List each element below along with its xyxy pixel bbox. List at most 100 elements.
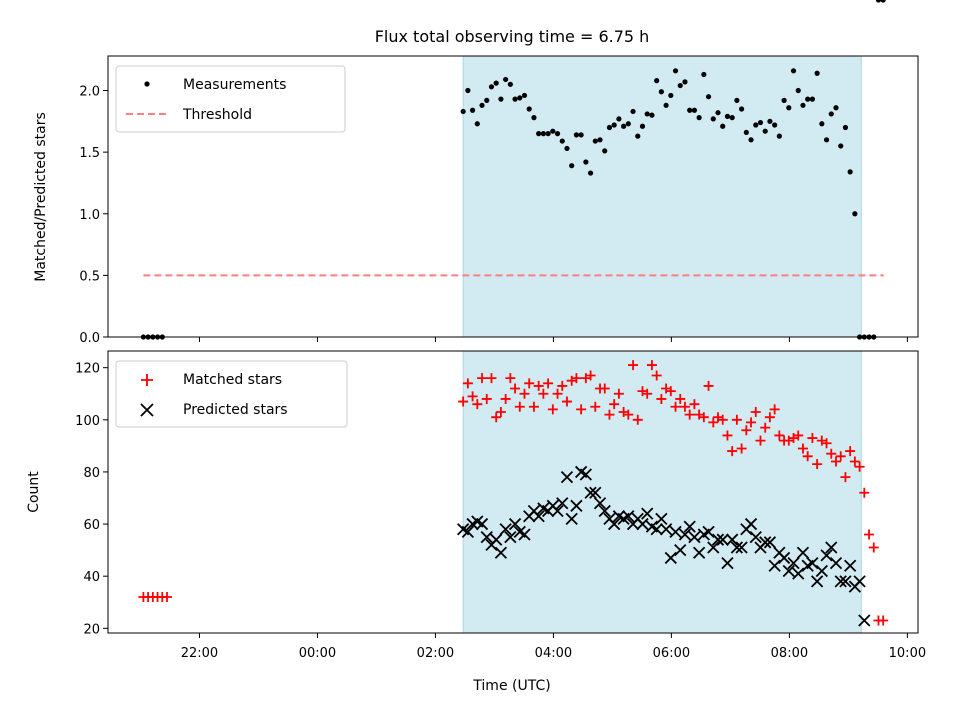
matched-star-point — [599, 383, 610, 394]
matched-star-point — [864, 529, 875, 540]
x-axis-label: Time (UTC) — [472, 678, 550, 694]
measurement-point — [729, 115, 735, 121]
matched-star-point — [731, 414, 742, 425]
measurement-point — [517, 95, 523, 101]
measurement-point — [569, 163, 575, 169]
measurement-point — [772, 122, 778, 128]
measurement-point — [795, 87, 801, 94]
measurement-point — [611, 122, 617, 128]
predicted-star-point — [749, 530, 762, 544]
measurement-point — [498, 96, 504, 102]
predicted-star-point — [551, 504, 564, 518]
matched-star-point — [590, 401, 601, 412]
top-y-axis: 0.0 0.5 1.0 1.5 2.0 — [79, 85, 108, 346]
predicted-star-point — [584, 486, 597, 499]
bottom-legend: Matched stars Predicted stars — [115, 360, 348, 428]
measurement-point — [819, 121, 825, 127]
matched-star-point — [500, 393, 511, 404]
y-tick-label: 1.5 — [79, 146, 100, 161]
legend-matched-label: Matched stars — [183, 372, 282, 388]
predicted-star-point — [726, 533, 739, 546]
measurement-point — [757, 119, 764, 126]
matched-star-point — [161, 592, 172, 603]
top-legend: Measurements Threshold — [115, 65, 346, 133]
bottom-axes-frame — [107, 350, 919, 634]
predicted-star-point — [480, 530, 493, 544]
predicted-star-point — [494, 546, 508, 559]
legend-dot-marker — [144, 81, 150, 87]
bottom-y-axis: 20 40 60 80 100 120 — [75, 362, 108, 637]
measurement-point — [507, 81, 513, 87]
predicted-star-point — [579, 468, 592, 481]
x-tick-label: 10:00 — [889, 646, 926, 661]
matched-star-point — [458, 396, 469, 407]
predicted-star-point — [650, 523, 663, 536]
x-tick-label: 06:00 — [653, 646, 690, 661]
measurement-point — [488, 84, 495, 90]
measurement-point — [531, 115, 537, 121]
predicted-star-point — [839, 575, 852, 588]
measurement-point — [696, 115, 702, 121]
x-tick-label: 08:00 — [771, 646, 808, 661]
predicted-star-point — [820, 549, 833, 562]
matched-star-point — [849, 456, 860, 467]
predicted-star-point — [711, 533, 725, 546]
predicted-star-point — [744, 517, 758, 531]
y-tick-label: 40 — [83, 570, 100, 585]
matched-star-point — [684, 409, 695, 420]
y-tick-label: 120 — [75, 362, 100, 377]
predicted-star-point — [796, 546, 810, 559]
legend-x-marker — [140, 403, 154, 417]
legend-plus-marker — [141, 374, 153, 386]
chart-title: Flux total observing time = 6.75 h — [375, 27, 650, 46]
predicted-star-point — [678, 528, 692, 541]
matched-star-point — [543, 378, 554, 389]
predicted-star-point — [655, 512, 668, 525]
measurement-point — [630, 108, 636, 115]
matched-star-point — [807, 433, 818, 444]
y-tick-label: 100 — [75, 414, 100, 429]
predicted-star-point — [716, 533, 729, 546]
predicted-star-point — [504, 530, 517, 544]
y-tick-label: 0.0 — [79, 331, 100, 346]
measurement-point — [625, 121, 631, 127]
legend-predicted-label: Predicted stars — [183, 402, 288, 418]
x-tick-label: 02:00 — [417, 646, 454, 661]
matched-star-point — [632, 414, 643, 425]
matched-star-point — [552, 388, 563, 399]
measurement-point — [621, 123, 627, 129]
x-tick-label: 04:00 — [535, 646, 572, 661]
measurement-point — [597, 137, 603, 143]
measurement-point — [536, 131, 542, 137]
predicted-star-point — [702, 525, 715, 539]
measurement-point — [687, 107, 693, 113]
matched-star-point — [557, 380, 568, 391]
matched-star-point — [646, 360, 657, 371]
measurement-point — [654, 78, 660, 84]
matched-star-point — [491, 412, 502, 423]
matched-star-point — [830, 456, 841, 467]
predicted-star-point — [787, 557, 800, 570]
predicted-star-point — [810, 575, 824, 588]
predicted-star-point — [844, 559, 857, 572]
measurement-point — [852, 211, 858, 217]
predicted-star-point — [589, 486, 602, 499]
measurement-point — [875, 0, 882, 3]
matched-star-point — [547, 404, 558, 415]
measurement-point — [479, 102, 485, 108]
predicted-star-point — [593, 497, 607, 510]
measurement-point — [639, 123, 646, 129]
measurement-point — [474, 121, 480, 127]
measurement-point — [649, 112, 655, 118]
matched-star-point — [840, 472, 851, 483]
predicted-star-point — [815, 564, 828, 578]
measurement-point — [753, 122, 759, 128]
predicted-star-point — [674, 543, 687, 557]
measurement-point — [748, 137, 754, 143]
matched-star-point — [764, 412, 775, 423]
measurement-point — [710, 116, 716, 122]
measurement-point — [465, 87, 471, 94]
matched-star-point — [727, 446, 738, 457]
measurement-point — [720, 123, 726, 129]
matched-star-point — [609, 399, 620, 410]
